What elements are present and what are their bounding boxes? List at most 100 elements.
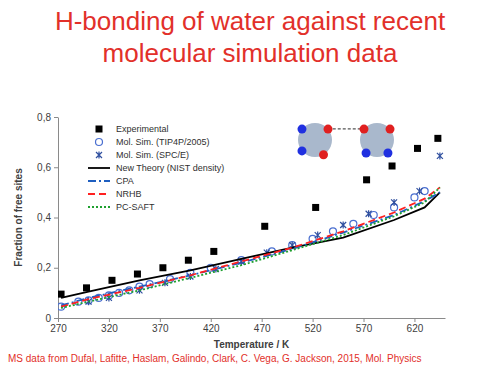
marker-shape: [366, 210, 372, 217]
marker-shape: [96, 126, 103, 133]
data-point: [350, 220, 357, 227]
legend-swatch: [88, 193, 110, 195]
legend-label: Experimental: [116, 124, 169, 134]
x-tick: 520: [305, 318, 322, 334]
legend-label: New Theory (NIST density): [116, 163, 224, 173]
data-point: [434, 135, 441, 142]
x-tick: 370: [152, 318, 169, 334]
y-axis-title: Fraction of free sites: [13, 168, 24, 267]
y-tick-label: 0,2: [37, 262, 51, 273]
y-axis: 0 0,2 0,4 0,6 0,8: [37, 112, 58, 324]
x-tick-mark: [58, 318, 59, 322]
legend-label: PC-SAFT: [116, 202, 155, 212]
legend-swatch: [96, 139, 103, 146]
legend-label: Mol. Sim. (TIP4P/2005): [116, 137, 210, 147]
marker-shape: [108, 277, 115, 284]
legend-item: Mol. Sim. (SPC/E): [96, 150, 189, 160]
marker-shape: [350, 220, 357, 227]
data-point: [437, 152, 443, 159]
data-point: [363, 176, 370, 183]
y-tick-label: 0,4: [37, 212, 51, 223]
legend-swatch: [88, 206, 110, 208]
legend-item: Mol. Sim. (TIP4P/2005): [96, 137, 210, 147]
series-line: [61, 192, 440, 305]
x-tick-mark: [414, 318, 415, 322]
x-tick-label: 570: [356, 323, 373, 334]
plot-area: 27032037042047052057062000,20,40,60,8: [37, 112, 445, 334]
hbond-line: [328, 128, 365, 129]
x-tick-mark: [364, 318, 365, 322]
data-point: [312, 204, 319, 211]
x-tick: 270: [50, 318, 67, 334]
data-point: [411, 194, 418, 201]
legend-item: PC-SAFT: [88, 202, 155, 212]
molecule-site: [297, 125, 306, 134]
legend-swatch: [96, 126, 103, 133]
molecule-site: [297, 146, 306, 155]
marks: [58, 135, 443, 310]
x-axis-line: [59, 318, 446, 319]
legend-item: Experimental: [96, 124, 169, 134]
x-tick-mark: [211, 318, 212, 322]
data-point: [261, 223, 268, 230]
x-tick: 320: [101, 318, 118, 334]
data-point: [83, 284, 90, 291]
legend-item: New Theory (NIST density): [88, 163, 224, 173]
marker-shape: [340, 222, 346, 229]
molecule-site: [359, 125, 368, 134]
marker-shape: [261, 223, 268, 230]
x-tick-label: 420: [203, 323, 220, 334]
x-tick-label: 620: [407, 323, 424, 334]
x-tick-label: 320: [101, 323, 118, 334]
marker-shape: [417, 188, 423, 195]
marker-shape: [315, 232, 321, 239]
marker-shape: [363, 176, 370, 183]
y-tick: 0,4: [37, 212, 58, 223]
x-tick-mark: [160, 318, 161, 322]
y-tick: 0,6: [37, 162, 58, 173]
data-point: [389, 162, 396, 169]
legend-swatch: [88, 167, 110, 169]
legend-swatch: [96, 152, 102, 159]
marker-shape: [83, 284, 90, 291]
data-point: [210, 248, 217, 255]
x-tick: 570: [356, 318, 373, 334]
title: H-bonding of water against recentmolecul…: [55, 6, 446, 68]
data-point: [159, 264, 166, 271]
marker-shape: [434, 135, 441, 142]
x-tick: 420: [203, 318, 220, 334]
data-point: [108, 277, 115, 284]
x-tick-mark: [109, 318, 110, 322]
legend-label: NRHB: [116, 189, 142, 199]
y-tick: 0,8: [37, 112, 58, 123]
y-tick: 0: [45, 313, 58, 324]
series-line: [61, 187, 440, 308]
data-point: [340, 222, 346, 229]
molecule-diagram: [297, 123, 394, 159]
data-point: [417, 188, 423, 195]
y-tick-mark: [54, 268, 58, 269]
y-axis-line: [58, 118, 59, 319]
data-point: [370, 211, 377, 218]
marker-shape: [370, 211, 377, 218]
molecule-site: [319, 150, 328, 159]
marker-shape: [134, 271, 141, 278]
legend: Experimental Mol. Sim. (TIP4P/2005) Mol. S…: [88, 124, 224, 212]
x-tick: 620: [407, 318, 424, 334]
x-tick-label: 270: [50, 323, 67, 334]
data-point: [414, 145, 421, 152]
data-point: [391, 199, 397, 206]
x-tick-mark: [262, 318, 263, 322]
marker-shape: [389, 162, 396, 169]
y-tick-label: 0,6: [37, 162, 51, 173]
marker-shape: [437, 152, 443, 159]
molecule-site: [383, 149, 392, 158]
x-tick-label: 520: [305, 323, 322, 334]
marker-shape: [210, 248, 217, 255]
marker-shape: [391, 199, 397, 206]
y-tick-mark: [54, 117, 58, 118]
series-line: [61, 187, 440, 306]
molecule-site: [324, 125, 333, 134]
data-point: [185, 257, 192, 264]
x-axis-title: Temperature / K: [214, 339, 290, 350]
